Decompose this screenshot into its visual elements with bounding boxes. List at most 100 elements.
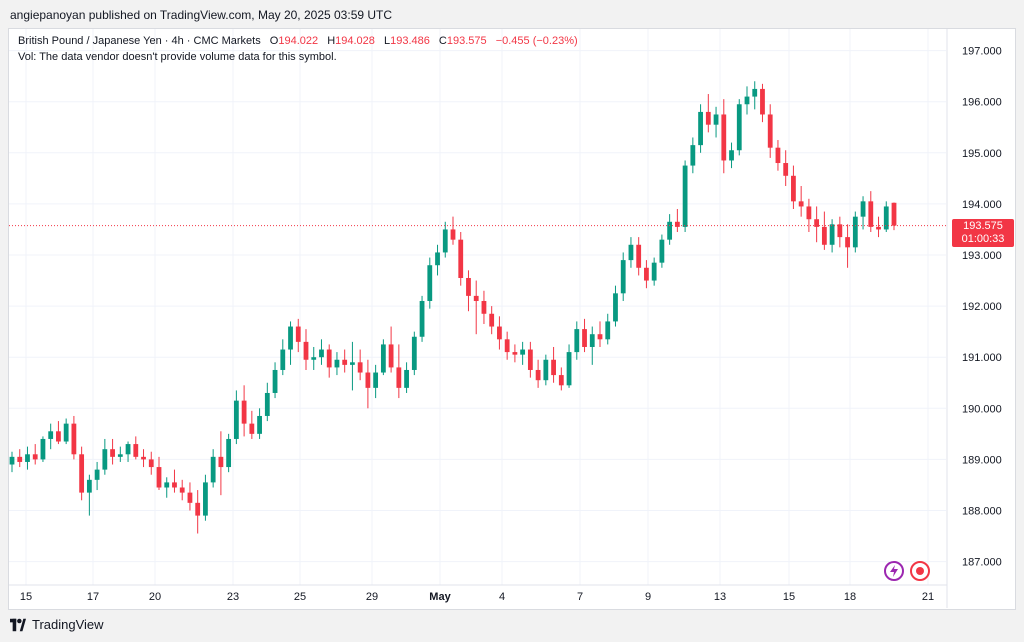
- candle: [791, 165, 796, 210]
- candle: [241, 385, 247, 437]
- tradingview-brand[interactable]: TradingView: [10, 617, 104, 632]
- candle: [435, 244, 440, 276]
- candle-body: [489, 313, 495, 327]
- candle-body: [551, 359, 556, 376]
- y-tick-label: 187.000: [962, 557, 1002, 569]
- candle: [233, 390, 239, 445]
- candle-body: [613, 293, 618, 322]
- legend-high: 194.028: [335, 35, 375, 47]
- candle: [574, 321, 580, 360]
- candle-body: [179, 487, 185, 493]
- candle-body: [868, 201, 874, 227]
- candle-body: [543, 359, 549, 381]
- y-tick-label: 193.000: [962, 250, 1002, 262]
- candle: [698, 104, 703, 153]
- candle: [659, 234, 665, 268]
- candle-body: [388, 344, 394, 368]
- candle: [71, 415, 77, 460]
- candle-body: [427, 265, 433, 301]
- candle-body: [829, 224, 835, 245]
- lightning-icon[interactable]: [884, 561, 904, 581]
- candle-body: [342, 359, 348, 365]
- legend-low-label: L: [383, 35, 391, 47]
- candle-body: [203, 482, 208, 516]
- x-tick-label: 7: [577, 591, 583, 603]
- x-tick-label: 15: [20, 591, 32, 603]
- candle: [744, 86, 750, 115]
- candle: [442, 221, 448, 258]
- candle-body: [659, 239, 665, 263]
- y-tick-label: 191.000: [962, 352, 1002, 364]
- bar-countdown: 01:00:33: [961, 233, 1005, 245]
- candle: [520, 341, 526, 365]
- x-tick-label: 25: [294, 591, 306, 603]
- candle: [148, 451, 154, 475]
- candle: [883, 201, 889, 233]
- candle-body: [713, 114, 719, 125]
- candle-body: [481, 300, 487, 314]
- candle-body: [620, 260, 626, 294]
- candle-body: [164, 482, 170, 488]
- chart-frame[interactable]: [8, 28, 1016, 610]
- candle: [628, 237, 634, 268]
- candle: [729, 142, 734, 169]
- candle-body: [597, 334, 603, 340]
- candle-body: [110, 449, 115, 457]
- candle: [814, 206, 820, 243]
- candle-body: [450, 229, 456, 240]
- candle-body: [373, 372, 379, 388]
- candle: [280, 339, 286, 376]
- economic-event-icon[interactable]: [910, 561, 930, 581]
- candle: [342, 349, 348, 373]
- x-tick-label: 23: [227, 591, 239, 603]
- candle-body: [729, 150, 734, 161]
- candle: [651, 257, 657, 286]
- x-tick-label: 18: [844, 591, 856, 603]
- candle: [713, 106, 719, 138]
- candle: [721, 99, 727, 174]
- candle-body: [698, 111, 703, 146]
- candle-body: [651, 262, 657, 281]
- y-tick-label: 188.000: [962, 506, 1002, 518]
- y-tick-label: 192.000: [962, 301, 1002, 313]
- candle-body: [249, 423, 255, 434]
- candle-body: [172, 482, 177, 488]
- candle: [373, 364, 379, 399]
- candle-body: [241, 400, 247, 424]
- candle-body: [837, 224, 843, 238]
- candle: [357, 349, 363, 381]
- candle: [829, 219, 835, 253]
- candle: [264, 382, 270, 422]
- candle: [164, 477, 170, 498]
- legend-close-label: C: [438, 35, 447, 47]
- candle-body: [117, 454, 123, 457]
- candle-body: [605, 321, 611, 340]
- candle: [566, 344, 572, 388]
- candle: [620, 252, 626, 301]
- x-tick-label: 20: [149, 591, 161, 603]
- candle: [102, 438, 108, 475]
- candle-body: [535, 369, 541, 381]
- candle-body: [690, 145, 696, 166]
- candle: [775, 140, 781, 171]
- candle: [17, 449, 23, 468]
- candle-body: [845, 237, 850, 248]
- candle-body: [682, 165, 688, 227]
- candle: [419, 295, 425, 342]
- candle-body: [396, 367, 402, 388]
- x-tick-label: 17: [87, 591, 99, 603]
- candle: [527, 341, 533, 378]
- candle: [674, 209, 680, 233]
- chart-legend: British Pound / Japanese Yen · 4h · CMC …: [18, 33, 578, 65]
- candle-body: [125, 444, 131, 455]
- candle: [110, 438, 115, 465]
- candle: [736, 99, 742, 156]
- x-tick-label: 15: [783, 591, 795, 603]
- candle: [450, 216, 456, 245]
- legend-change: −0.455 (−0.23%): [495, 35, 578, 47]
- price-axis: 187.000 188.000 189.000 190.000 191.000 192.0…: [946, 29, 1002, 608]
- candle: [605, 313, 611, 345]
- candle-body: [141, 456, 146, 460]
- candle: [56, 421, 61, 445]
